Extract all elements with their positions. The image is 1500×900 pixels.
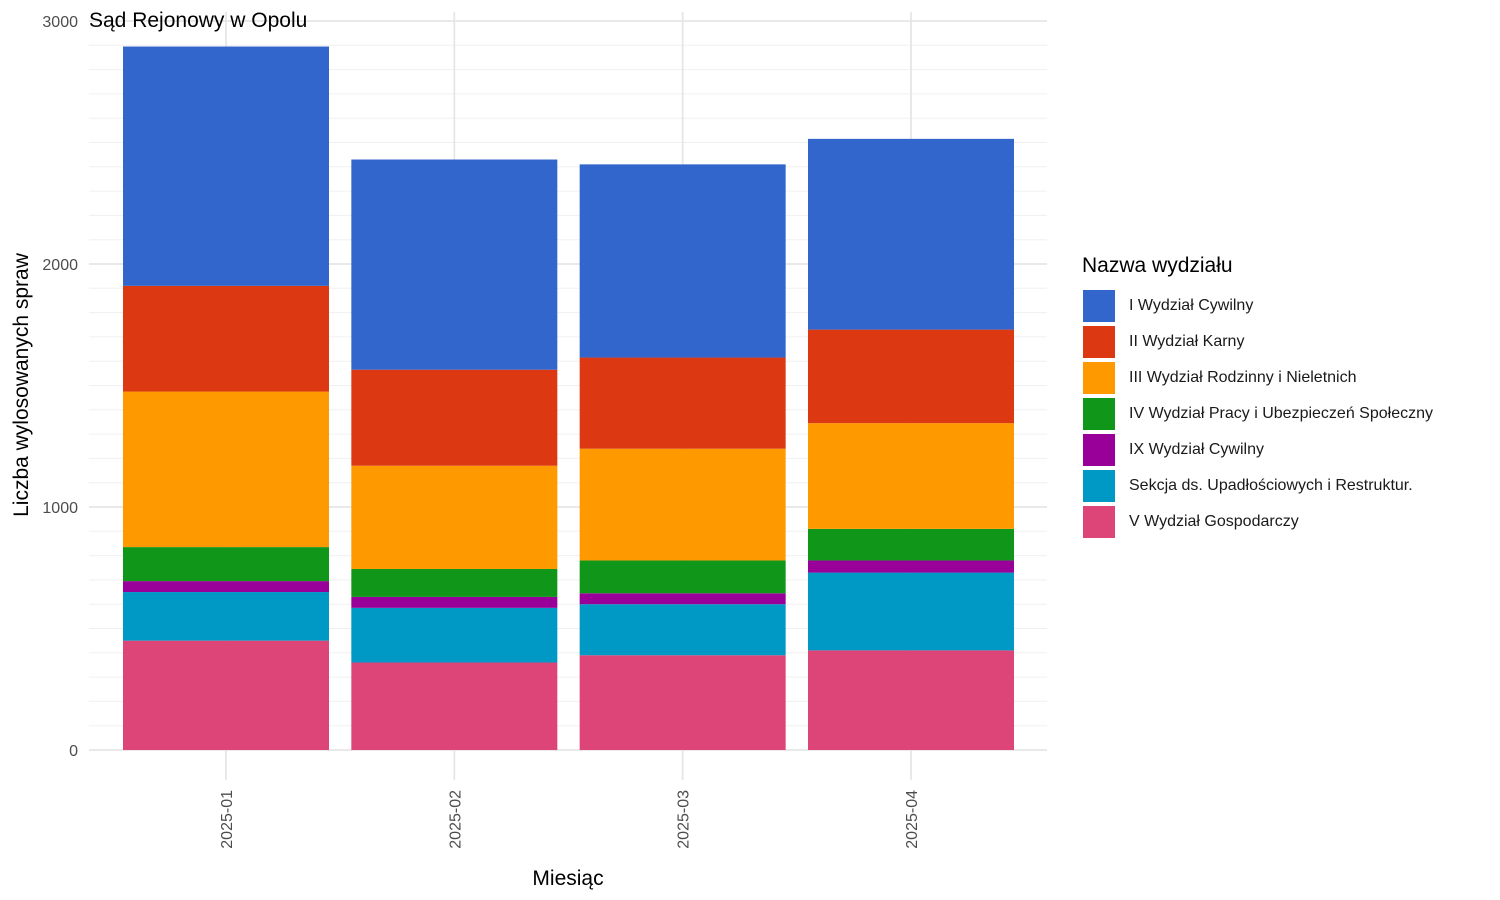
bar-segment — [807, 560, 1014, 573]
legend: Nazwa wydziału I Wydział Cywilny II Wydzi… — [1082, 254, 1433, 540]
legend-item: IX Wydział Cywilny — [1082, 432, 1433, 468]
bar-segment — [123, 547, 329, 582]
bar-segment — [351, 369, 558, 466]
bar-segment — [123, 640, 329, 750]
legend-label: IV Wydział Pracy i Ubezpieczeń Społeczny — [1129, 405, 1433, 422]
bar-segment — [123, 285, 329, 392]
bar-segment — [123, 592, 329, 641]
bar-segment — [579, 604, 786, 656]
bar-segment — [351, 568, 558, 597]
legend-item: IV Wydział Pracy i Ubezpieczeń Społeczny — [1082, 396, 1433, 432]
legend-item: I Wydział Cywilny — [1082, 288, 1433, 324]
bar-segment — [579, 560, 786, 594]
bar-segment — [579, 593, 786, 605]
legend-key-swatch — [1082, 325, 1116, 359]
bar-segment — [123, 581, 329, 593]
legend-key-swatch — [1082, 505, 1116, 539]
legend-key-swatch — [1082, 433, 1116, 467]
y-axis-title: Liczba wylosowanych spraw — [10, 252, 33, 517]
legend-item: II Wydział Karny — [1082, 324, 1433, 360]
legend-label: I Wydział Cywilny — [1129, 297, 1254, 314]
x-tick-label: 2025-02 — [447, 790, 464, 849]
x-tick-label: 2025-01 — [219, 790, 236, 849]
bar-segment — [351, 596, 558, 608]
bar-segment — [351, 607, 558, 663]
bar-segment — [351, 465, 558, 569]
bar-segment — [807, 138, 1014, 330]
legend-key-swatch — [1082, 469, 1116, 503]
x-axis-title: Miesiąc — [532, 867, 603, 890]
legend-item: Sekcja ds. Upadłościowych i Restruktur. — [1082, 468, 1433, 504]
legend-key-swatch — [1082, 289, 1116, 323]
y-tick-label: 3000 — [42, 14, 78, 31]
bar-segment — [123, 391, 329, 548]
chart-title: Sąd Rejonowy w Opolu — [89, 9, 307, 32]
x-tick-labels: 2025-01 2025-02 2025-03 2025-04 — [219, 790, 921, 849]
legend-key-swatch — [1082, 397, 1116, 431]
legend-label: IX Wydział Cywilny — [1129, 441, 1264, 458]
bar-segment — [807, 423, 1014, 529]
x-tick-label: 2025-03 — [676, 790, 693, 849]
bar-segment — [807, 650, 1014, 750]
legend-title: Nazwa wydziału — [1082, 254, 1233, 277]
legend-label: II Wydział Karny — [1129, 333, 1245, 350]
legend-items: I Wydział Cywilny II Wydział Karny III Wyd… — [1082, 288, 1433, 540]
bar-segment — [579, 357, 786, 449]
bar-segment — [579, 655, 786, 750]
bar-segment — [807, 572, 1014, 651]
legend-key-swatch — [1082, 361, 1116, 395]
legend-label: V Wydział Gospodarczy — [1129, 513, 1299, 530]
bar-segment — [351, 159, 558, 370]
legend-label: Sekcja ds. Upadłościowych i Restruktur. — [1129, 477, 1413, 494]
bars — [123, 46, 1014, 750]
y-tick-labels: 0 1000 2000 3000 — [42, 14, 78, 760]
legend-label: III Wydział Rodzinny i Nieletnich — [1129, 369, 1357, 386]
bar-segment — [807, 329, 1014, 424]
bar-segment — [579, 448, 786, 561]
x-tick-label: 2025-04 — [904, 790, 921, 849]
y-tick-label: 2000 — [42, 257, 78, 274]
legend-item: III Wydział Rodzinny i Nieletnich — [1082, 360, 1433, 396]
bar-segment — [123, 46, 329, 286]
legend-item: V Wydział Gospodarczy — [1082, 504, 1433, 540]
bar-segment — [807, 528, 1014, 561]
bar-segment — [579, 164, 786, 358]
bar-segment — [351, 662, 558, 750]
y-tick-label: 1000 — [42, 500, 78, 517]
y-tick-label: 0 — [69, 743, 78, 760]
